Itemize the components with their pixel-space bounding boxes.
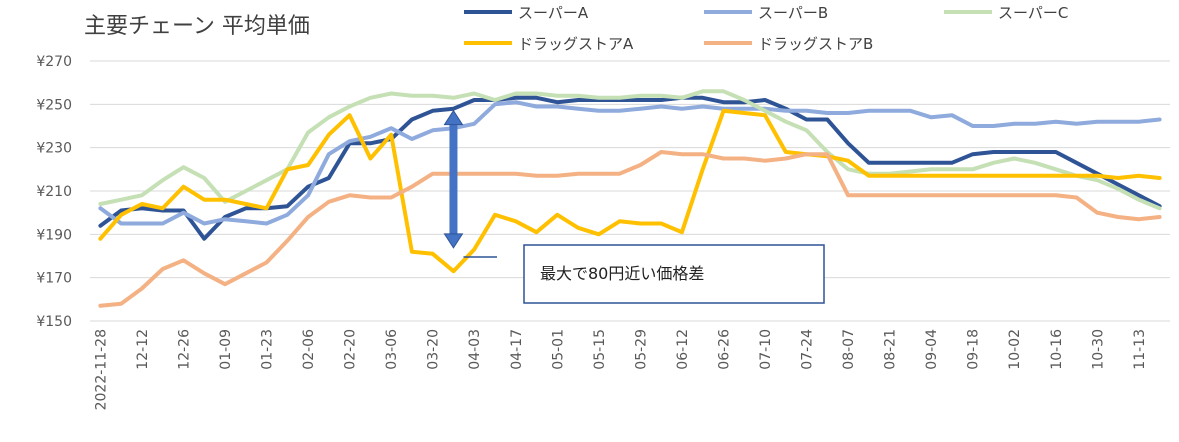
y-tick-label: ¥250	[36, 97, 72, 113]
legend-label: スーパーA	[518, 4, 589, 22]
series-lines	[98, 89, 1162, 308]
x-axis-ticks: 2022-11-28 12-12 12-26 01-09 01-23 02-06 02-20…	[93, 329, 1147, 410]
y-tick-label: ¥270	[36, 54, 72, 70]
y-tick-label: ¥210	[36, 184, 72, 200]
x-tick-label: 05-29	[633, 329, 649, 370]
legend: スーパーA スーパーB スーパーC ドラッグストアA ドラッグストアB	[464, 4, 1068, 53]
annotation-arrow-head-down	[443, 233, 464, 249]
annotation-text: 最大で80円近い価格差	[540, 264, 704, 283]
x-tick-label: 09-18	[966, 329, 982, 370]
legend-label: ドラッグストアA	[518, 35, 634, 53]
x-tick-label: 01-09	[218, 329, 234, 370]
x-tick-label: 07-10	[758, 329, 774, 370]
annotation: 最大で80円近い価格差	[443, 109, 825, 304]
x-tick-label: 06-26	[716, 329, 732, 370]
x-tick-label: 10-16	[1049, 329, 1065, 370]
annotation-box	[523, 244, 825, 304]
x-tick-label: 06-12	[675, 329, 691, 370]
chart-title: 主要チェーン 平均単価	[84, 14, 310, 39]
series-line-3	[98, 89, 1162, 211]
x-tick-label: 08-21	[883, 329, 899, 370]
x-tick-label: 2022-11-28	[93, 329, 109, 410]
x-tick-label: 03-06	[384, 329, 400, 370]
x-tick-label: 11-13	[1132, 329, 1148, 370]
x-tick-label: 07-24	[800, 329, 816, 370]
annotation-arrow-head-up	[443, 109, 464, 126]
series-line-5	[98, 150, 1162, 308]
x-tick-label: 05-15	[592, 329, 608, 370]
x-tick-label: 12-26	[176, 329, 192, 370]
x-tick-label: 02-06	[301, 329, 317, 370]
series-line-4	[98, 108, 1162, 274]
legend-label: スーパーB	[758, 4, 828, 22]
x-tick-label: 09-04	[924, 329, 940, 370]
x-tick-label: 12-12	[135, 329, 151, 370]
y-tick-label: ¥170	[36, 271, 72, 287]
legend-label: ドラッグストアB	[758, 35, 873, 53]
x-tick-label: 04-03	[467, 329, 483, 370]
series-line-1	[98, 95, 1162, 241]
x-tick-label: 08-07	[841, 329, 857, 370]
x-tick-label: 03-20	[426, 329, 442, 370]
x-tick-label: 10-02	[1007, 329, 1023, 370]
series-line-2	[98, 100, 1162, 226]
x-tick-label: 01-23	[260, 329, 276, 370]
x-tick-label: 02-20	[343, 329, 359, 370]
y-tick-label: ¥190	[36, 227, 72, 243]
y-axis-ticks: ¥150 ¥170 ¥190 ¥210 ¥230 ¥250 ¥270	[36, 54, 72, 330]
y-tick-label: ¥150	[36, 314, 72, 330]
legend-label: スーパーC	[998, 4, 1068, 22]
y-tick-label: ¥230	[36, 141, 72, 157]
x-tick-label: 10-30	[1090, 329, 1106, 370]
x-tick-label: 04-17	[509, 329, 525, 370]
x-tick-label: 05-01	[550, 329, 566, 370]
gridlines	[90, 60, 1170, 322]
